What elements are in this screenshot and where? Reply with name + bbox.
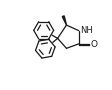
Text: O: O <box>90 40 97 49</box>
Text: NH: NH <box>79 26 92 35</box>
Polygon shape <box>62 16 66 25</box>
